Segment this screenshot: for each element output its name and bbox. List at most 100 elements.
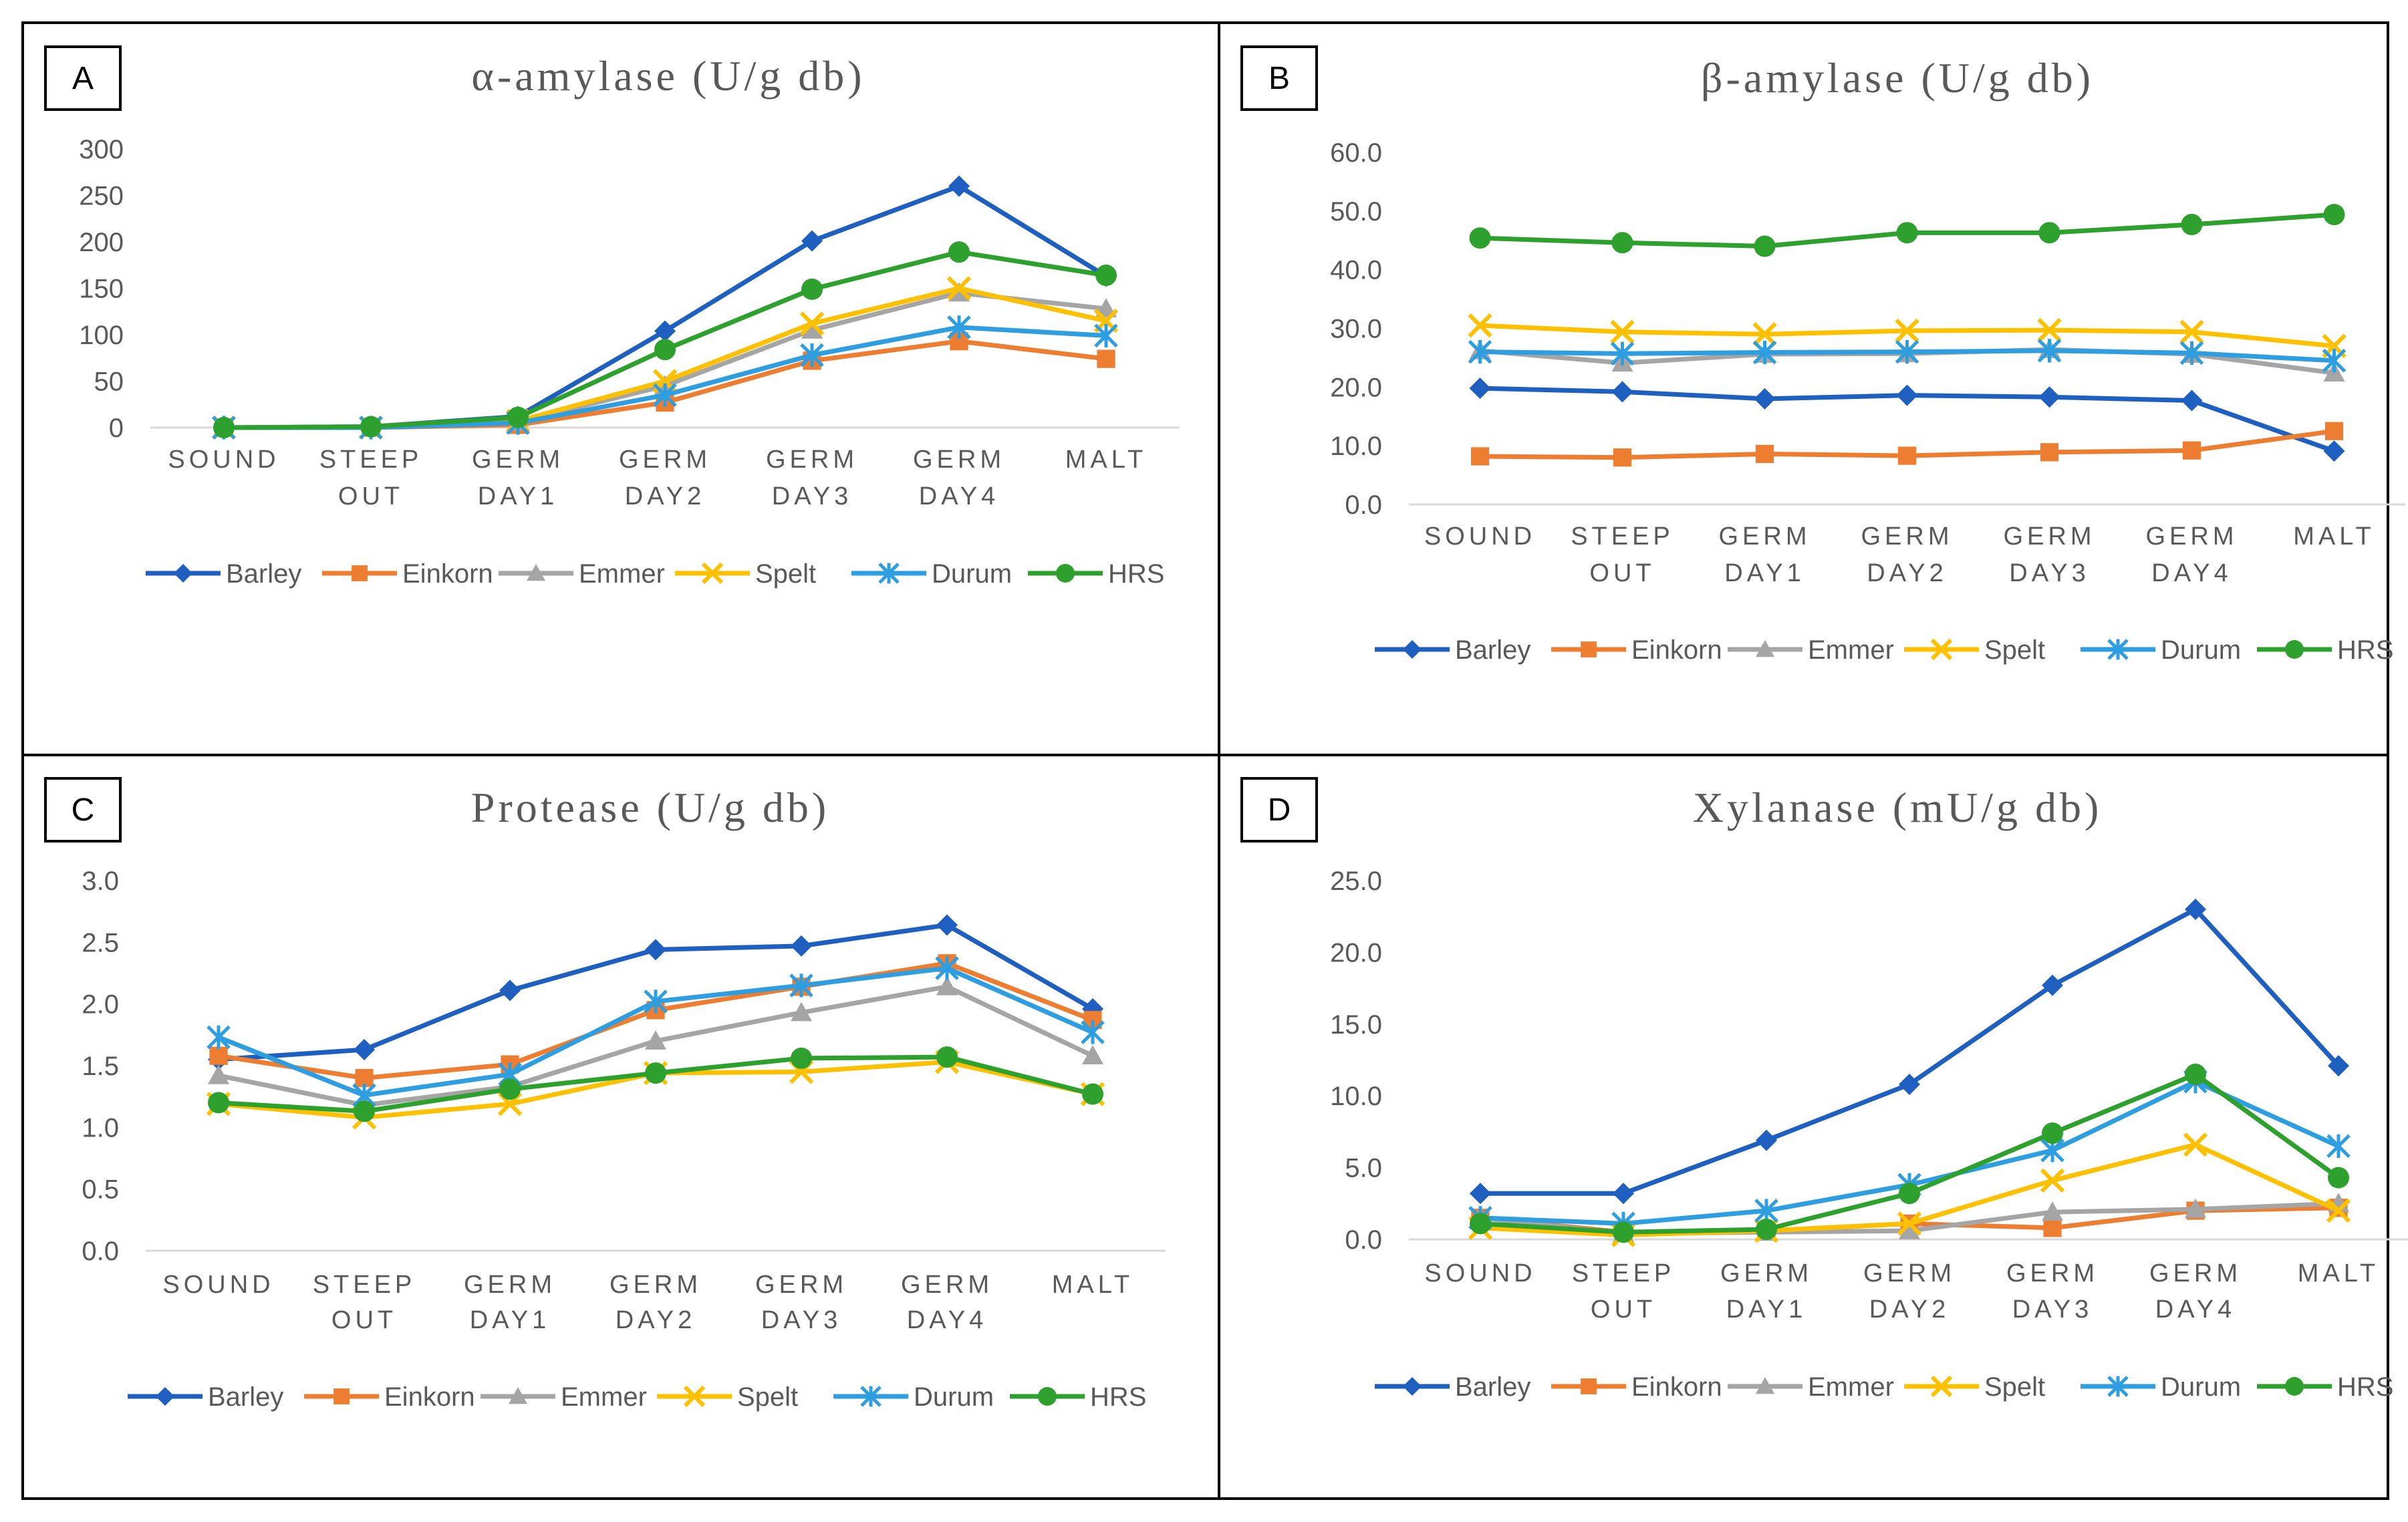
chart-title: β-amylase (U/g db)	[1701, 54, 2094, 102]
data-point-hrs	[1896, 222, 1918, 244]
legend-label: Durum	[2161, 1372, 2241, 1402]
data-point-einkorn	[1613, 448, 1632, 467]
legend-item-hrs: HRS	[1010, 1382, 1146, 1412]
panel-label-box	[44, 777, 122, 843]
x-tick-label: GERM DAY3	[755, 1271, 847, 1334]
legend-marker	[1756, 1377, 1774, 1394]
x-tick-label: GERM DAY1	[464, 1271, 556, 1334]
legend-item-durum: Durum	[851, 559, 1012, 589]
y-tick-label: 3.0	[82, 867, 119, 896]
data-point-emmer	[948, 282, 970, 302]
legend-item-spelt: Spelt	[1904, 1372, 2045, 1402]
data-point-spelt	[1752, 322, 1777, 347]
data-point-spelt	[2179, 319, 2204, 344]
data-point-hrs	[645, 1062, 666, 1084]
legend-marker	[2107, 639, 2129, 660]
data-point-barley	[2323, 440, 2345, 462]
legend-label: Barley	[226, 559, 301, 589]
data-point-hrs	[1899, 1183, 1920, 1205]
legend-marker	[701, 562, 724, 585]
legend-item-einkorn: Einkorn	[322, 559, 493, 589]
x-tick-label: GERM DAY1	[472, 446, 564, 510]
legend-item-durum: Durum	[833, 1382, 994, 1412]
data-point-emmer	[2185, 1198, 2206, 1218]
data-point-hrs	[1754, 235, 1776, 257]
legend-item-spelt: Spelt	[1904, 635, 2045, 665]
data-point-einkorn	[1897, 446, 1917, 465]
series-hrs	[213, 241, 1117, 438]
legend-marker	[509, 1387, 527, 1404]
y-tick-label: 0.0	[1345, 490, 1382, 520]
legend-label: Einkorn	[1631, 1372, 1722, 1402]
x-tick-label: GERM DAY4	[2146, 522, 2238, 587]
legend-label: Emmer	[1808, 635, 1894, 665]
legend-item-durum: Durum	[2081, 635, 2241, 665]
legend-marker	[1403, 1377, 1422, 1396]
x-tick-label: GERM DAY3	[2006, 1259, 2099, 1324]
data-point-hrs	[507, 406, 529, 428]
data-point-einkorn	[1755, 444, 1774, 464]
data-point-hrs	[1611, 232, 1633, 254]
data-point-hrs	[1095, 265, 1117, 287]
data-point-einkorn	[2040, 443, 2059, 462]
legend-item-hrs: HRS	[1028, 559, 1164, 589]
legend-label: Durum	[914, 1382, 994, 1412]
legend-label: Barley	[208, 1382, 283, 1412]
series-barley	[1470, 898, 2349, 1205]
legend-label: Emmer	[1808, 1372, 1894, 1402]
data-point-emmer	[801, 319, 823, 339]
data-point-durum	[2037, 339, 2062, 363]
data-point-barley	[654, 320, 676, 342]
data-point-barley	[1899, 1074, 1920, 1096]
data-point-hrs	[213, 417, 235, 438]
legend-marker	[352, 565, 368, 581]
panel-label: D	[1268, 792, 1291, 828]
chart-panel-c: C Protease (U/g db) 0.0 0.5 1.0 1.5 2.0 2.5 3.0 S…	[44, 777, 1166, 1412]
panel-label-box	[1240, 777, 1318, 843]
data-point-spelt	[1895, 318, 1919, 343]
y-tick-label: 0.5	[82, 1175, 119, 1205]
y-tick-label: 300	[79, 135, 124, 164]
y-tick-label: 1.5	[82, 1052, 119, 1081]
legend-item-barley: Barley	[146, 559, 301, 589]
x-tick-label: STEEP OUT	[319, 446, 423, 510]
y-tick-label: 20.0	[1330, 373, 1382, 402]
data-point-durum	[1081, 1020, 1105, 1044]
data-point-barley	[1613, 1183, 1634, 1205]
legend-item-barley: Barley	[1375, 1372, 1530, 1402]
series-durum	[1468, 339, 2347, 373]
legend: Barley Einkorn Emmer Spelt Durum HRS	[146, 559, 1164, 589]
data-point-emmer	[645, 1030, 666, 1050]
legend-label: HRS	[2337, 635, 2393, 665]
legend-marker	[860, 1386, 882, 1407]
legend-label: Spelt	[1984, 1372, 2045, 1402]
chart-title: Xylanase (mU/g db)	[1693, 784, 2103, 831]
x-tick-label: SOUND	[1424, 1259, 1536, 1287]
x-tick-label: STEEP OUT	[313, 1271, 416, 1334]
legend-marker	[1756, 640, 1774, 657]
y-tick-label: 1.0	[82, 1113, 119, 1143]
x-tick-label: GERM DAY3	[2004, 522, 2096, 587]
legend-item-einkorn: Einkorn	[1551, 1372, 1722, 1402]
legend-label: Einkorn	[1631, 635, 1722, 665]
data-point-durum	[1610, 341, 1635, 366]
x-tick-label: GERM DAY2	[1861, 522, 1954, 587]
data-point-hrs	[208, 1092, 229, 1114]
data-point-hrs	[948, 241, 970, 263]
legend-label: Barley	[1455, 635, 1530, 665]
data-point-durum	[1468, 339, 1492, 364]
data-point-barley	[1469, 377, 1491, 400]
data-point-hrs	[1469, 227, 1491, 249]
legend-item-emmer: Emmer	[481, 1382, 647, 1412]
legend-item-durum: Durum	[2081, 1372, 2241, 1402]
data-point-hrs	[354, 1100, 375, 1122]
y-tick-label: 2.5	[82, 928, 119, 957]
data-point-durum	[653, 383, 677, 408]
x-tick-label: GERM DAY4	[913, 446, 1005, 510]
data-point-barley	[1470, 1183, 1491, 1205]
data-point-einkorn	[2324, 422, 2344, 440]
series-barley	[1469, 377, 2345, 462]
data-point-spelt	[1897, 1211, 1922, 1236]
chart-panel-d: D Xylanase (mU/g db) 0.0 5.0 10.0 15.0 20.0 25.…	[1240, 777, 2408, 1402]
